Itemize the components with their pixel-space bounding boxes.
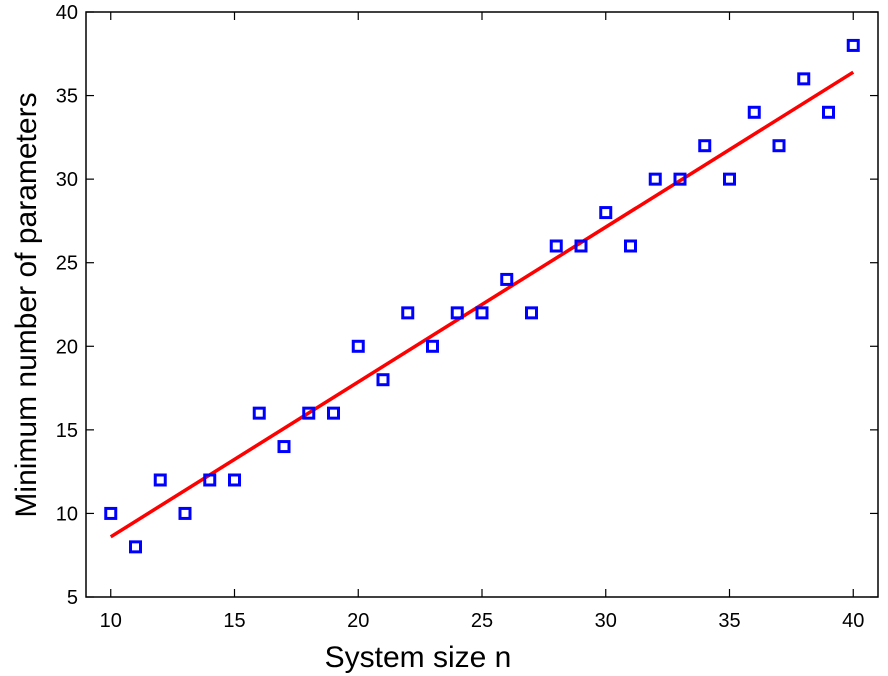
x-tick-label: 20 (347, 610, 369, 632)
data-points (104, 38, 860, 554)
x-tick-label: 10 (100, 610, 122, 632)
x-tick-label: 15 (223, 610, 245, 632)
data-point (228, 473, 241, 487)
data-point (747, 105, 761, 119)
fit-line (109, 70, 855, 539)
x-axis-label: System size n (325, 641, 512, 674)
data-point (698, 139, 712, 153)
tick-labels: 10 15 20 25 30 35 40 5 10 15 20 25 30 35 40 (56, 2, 865, 632)
x-tick-label: 30 (595, 610, 617, 632)
fit-line-group (109, 70, 855, 539)
data-point (772, 139, 786, 153)
data-point (178, 506, 192, 520)
data-point (351, 339, 365, 353)
data-point (797, 72, 811, 86)
x-tick-label: 40 (842, 610, 864, 632)
y-tick-label: 15 (56, 420, 78, 442)
data-point (599, 206, 613, 220)
data-point (252, 406, 266, 420)
y-tick-label: 5 (67, 587, 78, 609)
y-tick-label: 25 (56, 253, 78, 275)
data-point (549, 239, 563, 253)
data-point (846, 38, 860, 52)
y-tick-label: 30 (56, 169, 78, 191)
data-point (822, 105, 835, 119)
data-point (525, 306, 538, 320)
data-point (401, 306, 415, 320)
data-point (376, 373, 390, 387)
data-point (673, 172, 687, 186)
data-point (129, 540, 142, 554)
data-point (327, 406, 340, 420)
data-point (104, 506, 118, 520)
data-point (500, 272, 514, 286)
data-point (302, 406, 316, 420)
data-point (624, 239, 637, 253)
data-point (648, 172, 662, 186)
axis-ticks (86, 11, 878, 598)
data-point (426, 339, 439, 353)
y-tick-label: 35 (56, 86, 78, 108)
y-tick-label: 20 (56, 336, 78, 358)
data-point (475, 306, 489, 320)
data-point (153, 473, 167, 487)
x-tick-label: 35 (718, 610, 740, 632)
x-tick-label: 25 (471, 610, 493, 632)
y-tick-label: 40 (56, 2, 78, 24)
data-point (203, 473, 217, 487)
data-point (450, 306, 464, 320)
data-point (574, 239, 588, 253)
data-point (723, 172, 736, 186)
y-axis-label: Minimum number of parameters (10, 92, 43, 517)
y-tick-label: 10 (56, 503, 78, 525)
data-point (277, 440, 291, 454)
